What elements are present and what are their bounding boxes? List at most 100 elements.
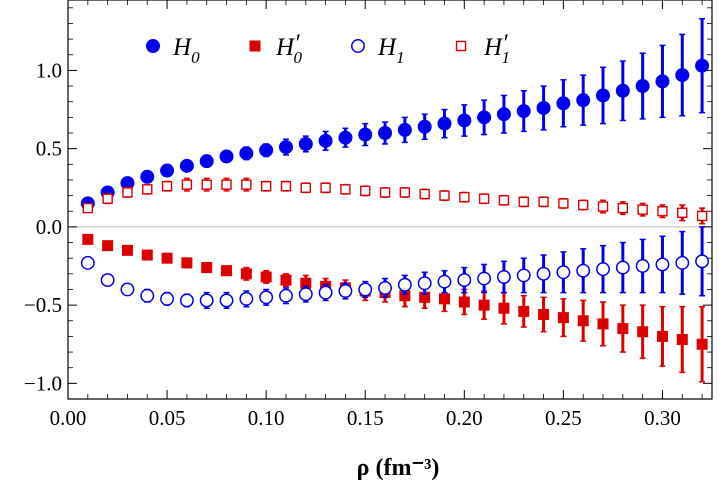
data-point (637, 204, 648, 215)
data-point (120, 176, 135, 191)
data-point (241, 179, 252, 190)
data-point (635, 259, 650, 273)
plot-frame (67, 0, 713, 400)
data-point (656, 330, 668, 342)
data-point (80, 255, 95, 270)
data-point (239, 146, 254, 161)
data-point (298, 136, 313, 151)
y-tick-label: −1.0 (24, 371, 62, 395)
data-point (536, 266, 551, 281)
series-h0-prime (82, 233, 708, 383)
legend-label: H′ 1 (483, 30, 510, 67)
data-point (576, 263, 591, 278)
data-point (538, 309, 550, 321)
data-point (239, 291, 254, 306)
data-point (399, 290, 411, 302)
data-point (459, 191, 470, 203)
data-point (597, 201, 609, 212)
legend-label: H1 (377, 34, 405, 67)
data-point (161, 180, 173, 192)
y-tick-label: −0.5 (24, 293, 62, 317)
data-point (121, 244, 133, 256)
data-point (677, 207, 688, 219)
data-point (279, 288, 293, 303)
data-point (259, 143, 274, 158)
data-point (477, 271, 492, 286)
legend-item: H′ 0 (249, 30, 303, 67)
data-point (397, 122, 412, 137)
legend-item: H1 (351, 34, 405, 67)
data-point (419, 291, 431, 303)
data-point (318, 133, 333, 148)
data-point (637, 326, 649, 338)
data-point (557, 312, 569, 324)
data-point (360, 185, 371, 197)
data-point (142, 184, 153, 195)
data-point (518, 305, 530, 317)
data-point (437, 116, 452, 131)
data-point (419, 188, 430, 200)
data-point (260, 271, 272, 283)
y-tick-label: 0.5 (36, 137, 62, 161)
series-h1-prime (82, 177, 708, 225)
data-point (558, 198, 569, 209)
data-point (201, 262, 213, 274)
x-tick-label: 0.05 (149, 406, 186, 430)
data-point (556, 265, 571, 280)
data-point (498, 302, 510, 314)
data-point (179, 293, 194, 308)
legend-item: H0 (146, 34, 200, 67)
data-point (340, 184, 351, 195)
data-point (696, 210, 708, 222)
legend-label: H0 (172, 34, 200, 67)
data-point (259, 290, 274, 305)
data-point (695, 58, 710, 73)
x-tick-label: 0.30 (644, 406, 681, 430)
data-point (518, 196, 529, 208)
data-point (179, 158, 194, 173)
data-point (219, 293, 234, 308)
data-point (516, 268, 531, 283)
legend-label: H′ 0 (275, 30, 303, 67)
data-point (458, 296, 470, 308)
data-point (199, 293, 214, 308)
legend-item: H′ 1 (455, 30, 510, 67)
data-point (596, 262, 610, 277)
data-point (318, 285, 333, 300)
data-point (280, 180, 292, 192)
data-point (675, 68, 690, 83)
data-point (496, 107, 511, 122)
data-point (338, 284, 353, 298)
data-point (221, 179, 232, 190)
data-point (538, 196, 549, 208)
data-point (635, 79, 650, 94)
data-point (657, 206, 668, 217)
data-point (300, 182, 311, 193)
data-point (298, 287, 313, 302)
data-point (556, 96, 571, 111)
data-points (80, 18, 710, 383)
data-point (399, 187, 411, 198)
data-point (338, 130, 353, 145)
data-point (655, 74, 670, 89)
legend-marker (455, 40, 467, 52)
data-point (536, 100, 551, 115)
data-point (457, 273, 472, 288)
data-point (160, 291, 175, 306)
data-point (417, 119, 432, 134)
data-point (696, 338, 708, 350)
series-h1 (80, 226, 710, 309)
data-point (477, 110, 492, 125)
data-point (122, 187, 133, 198)
data-point (576, 93, 591, 108)
data-point (100, 273, 115, 288)
data-point (82, 233, 94, 245)
data-point (676, 334, 688, 346)
data-point (181, 179, 193, 190)
data-point (615, 260, 630, 275)
data-point (278, 140, 293, 155)
x-tick-label: 0.00 (50, 406, 87, 430)
data-point (358, 282, 373, 297)
data-point (498, 195, 510, 206)
